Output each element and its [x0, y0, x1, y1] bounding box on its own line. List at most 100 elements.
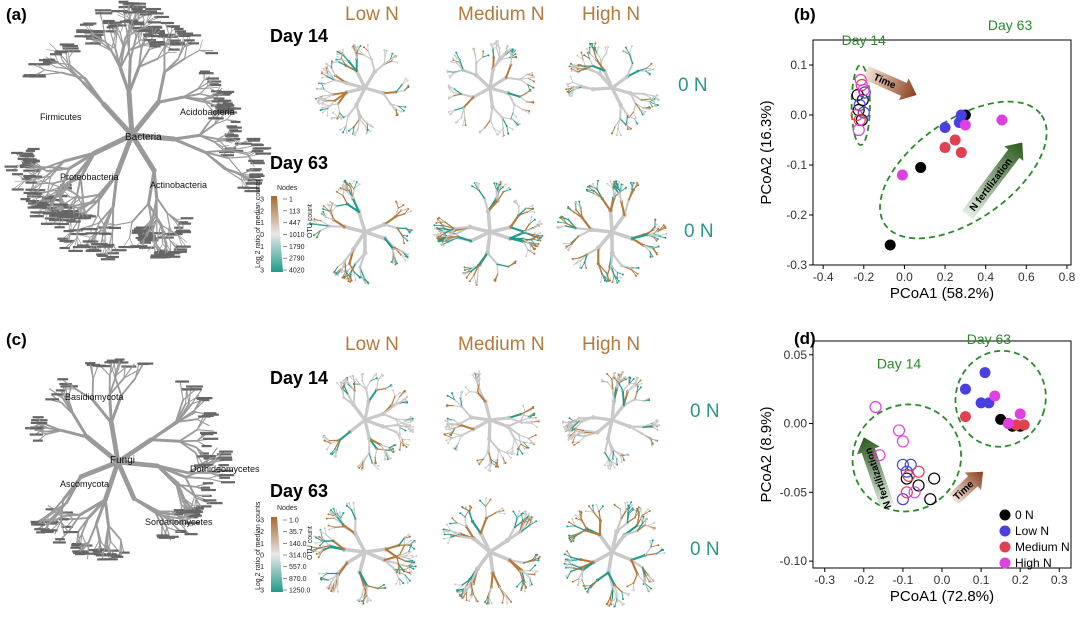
overview-branch: [71, 412, 89, 439]
fungi-overview-tree: [25, 358, 235, 561]
heat-tree-branch: [452, 405, 463, 408]
heat-tree-branch: [344, 260, 347, 273]
heat-tree-node: [312, 550, 315, 553]
heat-tree-branch: [650, 437, 657, 442]
heat-tree-node: [332, 507, 335, 510]
overview-leaf-label: [175, 511, 192, 514]
heat-tree-branch: [311, 219, 319, 226]
overview-branch: [62, 388, 76, 390]
heat-tree-branch: [462, 591, 467, 599]
heat-tree-branch: [313, 230, 321, 236]
heat-tree-branch: [518, 434, 530, 440]
heat-tree-node: [344, 377, 347, 380]
heat-tree-branch: [402, 251, 409, 255]
heat-tree-branch: [479, 516, 488, 535]
heat-tree-branch: [351, 197, 361, 213]
heat-tree-branch: [467, 225, 492, 234]
overview-branch: [140, 22, 154, 29]
heat-tree-node: [450, 60, 453, 63]
heat-tree-branch: [370, 58, 376, 73]
heat-tree-node: [576, 54, 579, 57]
heat-tree-branch: [403, 421, 411, 425]
heat-tree-branch: [455, 56, 460, 63]
heat-tree-node: [495, 182, 498, 185]
heat-tree-node: [613, 376, 616, 379]
fungi-sub-label-2: Basidiomycota: [65, 392, 124, 402]
overview-leaf-label: [199, 70, 210, 73]
overview-branch: [117, 61, 131, 95]
overview-leaf-label: [49, 213, 67, 216]
overview-branch: [198, 121, 210, 137]
heat-tree-branch: [349, 376, 355, 382]
heat-tree-node: [390, 260, 393, 263]
heat-tree-branch: [596, 230, 614, 250]
heat-tree-node: [386, 458, 389, 461]
heat-tree-node: [405, 208, 408, 211]
heat-tree-branch: [471, 185, 480, 191]
heat-tree-branch: [326, 75, 336, 81]
heat-tree-branch: [336, 191, 344, 196]
overview-leaf-label: [45, 508, 59, 511]
heat-tree-branch: [515, 200, 520, 207]
heat-tree-node: [362, 46, 365, 49]
heat-tree-node: [655, 252, 658, 255]
overview-leaf-label: [85, 42, 101, 45]
heat-tree-branch: [403, 571, 411, 574]
overview-branch: [213, 141, 223, 150]
overview-leaf-label: [25, 149, 36, 152]
heat-tree-node: [411, 559, 414, 562]
heat-tree-branch: [610, 418, 632, 429]
overview-branch: [45, 429, 63, 436]
heat-tree-branch: [578, 201, 582, 209]
heat-tree-node: [398, 448, 401, 451]
heat-tree-node: [494, 279, 497, 282]
overview-branch: [146, 15, 157, 23]
overview-branch: [65, 398, 75, 416]
heat-tree-branch: [628, 378, 635, 385]
heat-tree-branch: [384, 452, 387, 460]
heat-tree-node: [444, 419, 447, 422]
overview-branch: [87, 23, 93, 36]
heat-tree-node: [317, 556, 320, 559]
heat-tree-branch: [348, 263, 356, 274]
heat-tree-branch: [330, 572, 338, 583]
heat-tree-branch: [508, 261, 516, 268]
overview-branch: [102, 205, 115, 227]
overview-leaf-label: [83, 22, 97, 25]
overview-branch: [64, 191, 71, 198]
overview-branch: [55, 394, 67, 401]
heat-tree-branch: [596, 46, 599, 54]
heat-tree-branch: [485, 511, 498, 519]
overview-branch: [76, 195, 85, 209]
heat-tree-node: [485, 497, 488, 500]
overview-leaf-label: [145, 7, 161, 11]
overview-leaf-label: [72, 246, 88, 249]
overview-branch: [163, 33, 170, 51]
heat-tree-node: [649, 68, 652, 71]
heat-tree-branch: [348, 418, 367, 434]
heat-tree-node: [566, 90, 569, 93]
bacteria-sub-label-4: Acidobacteria: [180, 107, 235, 117]
heat-tree-node: [346, 182, 349, 185]
heat-tree-branch: [527, 77, 535, 82]
heat-tree-node: [357, 465, 360, 468]
heat-tree-node: [328, 204, 331, 207]
heat-tree-node: [336, 50, 339, 53]
overview-branch: [226, 112, 233, 121]
heat-tree-node: [456, 589, 459, 592]
heat-tree-branch: [526, 101, 534, 104]
overview-branch: [98, 43, 112, 52]
heat-tree-branch: [507, 416, 523, 424]
heat-tree-branch: [557, 225, 566, 228]
overview-leaf-label: [45, 522, 57, 525]
heat-tree-branch: [602, 274, 611, 280]
heat-tree-branch: [359, 383, 367, 390]
heat-tree-branch: [361, 595, 368, 602]
overview-leaf-label: [255, 152, 272, 155]
heat-tree-branch: [567, 87, 573, 93]
heat-tree-branch: [616, 381, 622, 390]
heat-tree-branch: [585, 246, 600, 256]
overview-leaf-label: [41, 197, 52, 200]
overview-branch: [156, 95, 185, 104]
heat-tree-node: [658, 424, 661, 427]
